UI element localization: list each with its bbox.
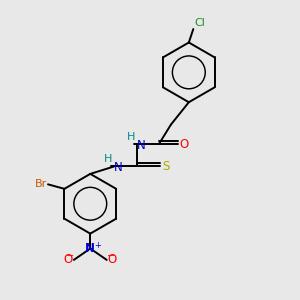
Text: −: − [107, 251, 115, 261]
Text: −: − [66, 251, 74, 261]
Text: N: N [136, 139, 145, 152]
Text: H: H [104, 154, 113, 164]
Text: H: H [127, 132, 135, 142]
Text: S: S [162, 160, 169, 173]
Text: N: N [85, 242, 95, 255]
Text: Br: Br [34, 179, 47, 189]
Text: O: O [180, 137, 189, 151]
Text: +: + [94, 241, 101, 250]
Text: Cl: Cl [195, 18, 206, 28]
Text: O: O [108, 254, 117, 266]
Text: O: O [64, 254, 73, 266]
Text: N: N [114, 161, 123, 174]
